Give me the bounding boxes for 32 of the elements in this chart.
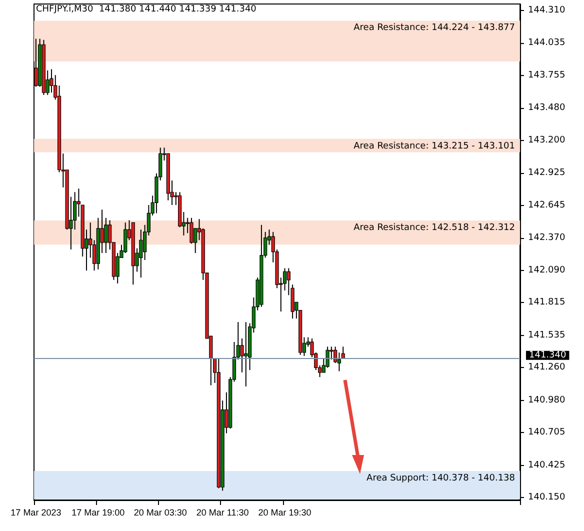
y-tick-label: 142.090 — [528, 266, 566, 276]
chart-title: CHFJPY.i,M30 141.380 141.440 141.339 141.340 — [36, 4, 257, 14]
candlestick — [244, 322, 248, 387]
x-tick-label: 20 Mar 03:30 — [134, 508, 187, 518]
y-tick-label: 143.480 — [528, 102, 566, 113]
y-tick-label: 144.310 — [528, 6, 566, 16]
x-tick-label: 17 Mar 19:00 — [72, 508, 125, 518]
y-tick-label: 140.705 — [528, 428, 566, 438]
y-tick-label: 140.980 — [528, 395, 566, 406]
y-tick-label: 141.815 — [528, 298, 566, 308]
band-label: Area Resistance: 144.224 - 143.877 — [354, 23, 515, 34]
y-tick-label: 140.150 — [528, 492, 566, 503]
y-tick-label: 142.645 — [528, 200, 566, 211]
x-tick-label: 17 Mar 2023 — [10, 508, 62, 518]
y-tick-label: 141.260 — [528, 362, 566, 373]
y-tick-label: 142.370 — [528, 232, 566, 243]
band-label: Area Resistance: 142.518 - 142.312 — [354, 222, 515, 233]
x-tick-label: 20 Mar 19:30 — [258, 508, 312, 518]
y-tick-label: 142.925 — [528, 168, 566, 178]
band-label: Area Resistance: 143.215 - 143.101 — [354, 141, 515, 152]
y-tick-label: 143.200 — [528, 136, 566, 146]
y-tick-label: 144.035 — [528, 38, 566, 48]
y-tick-label: 143.755 — [528, 70, 566, 81]
candlestick — [76, 188, 81, 218]
y-tick-label: 141.535 — [528, 330, 566, 341]
y-tick-label: 140.425 — [528, 460, 566, 470]
ref-line-label: 141.340 — [529, 350, 566, 360]
x-tick-label: 20 Mar 11:30 — [196, 508, 249, 518]
band-label: Area Support: 140.378 - 140.138 — [366, 473, 516, 484]
candlestick — [139, 229, 143, 278]
candlestick — [326, 346, 330, 368]
candlestick — [190, 217, 194, 244]
